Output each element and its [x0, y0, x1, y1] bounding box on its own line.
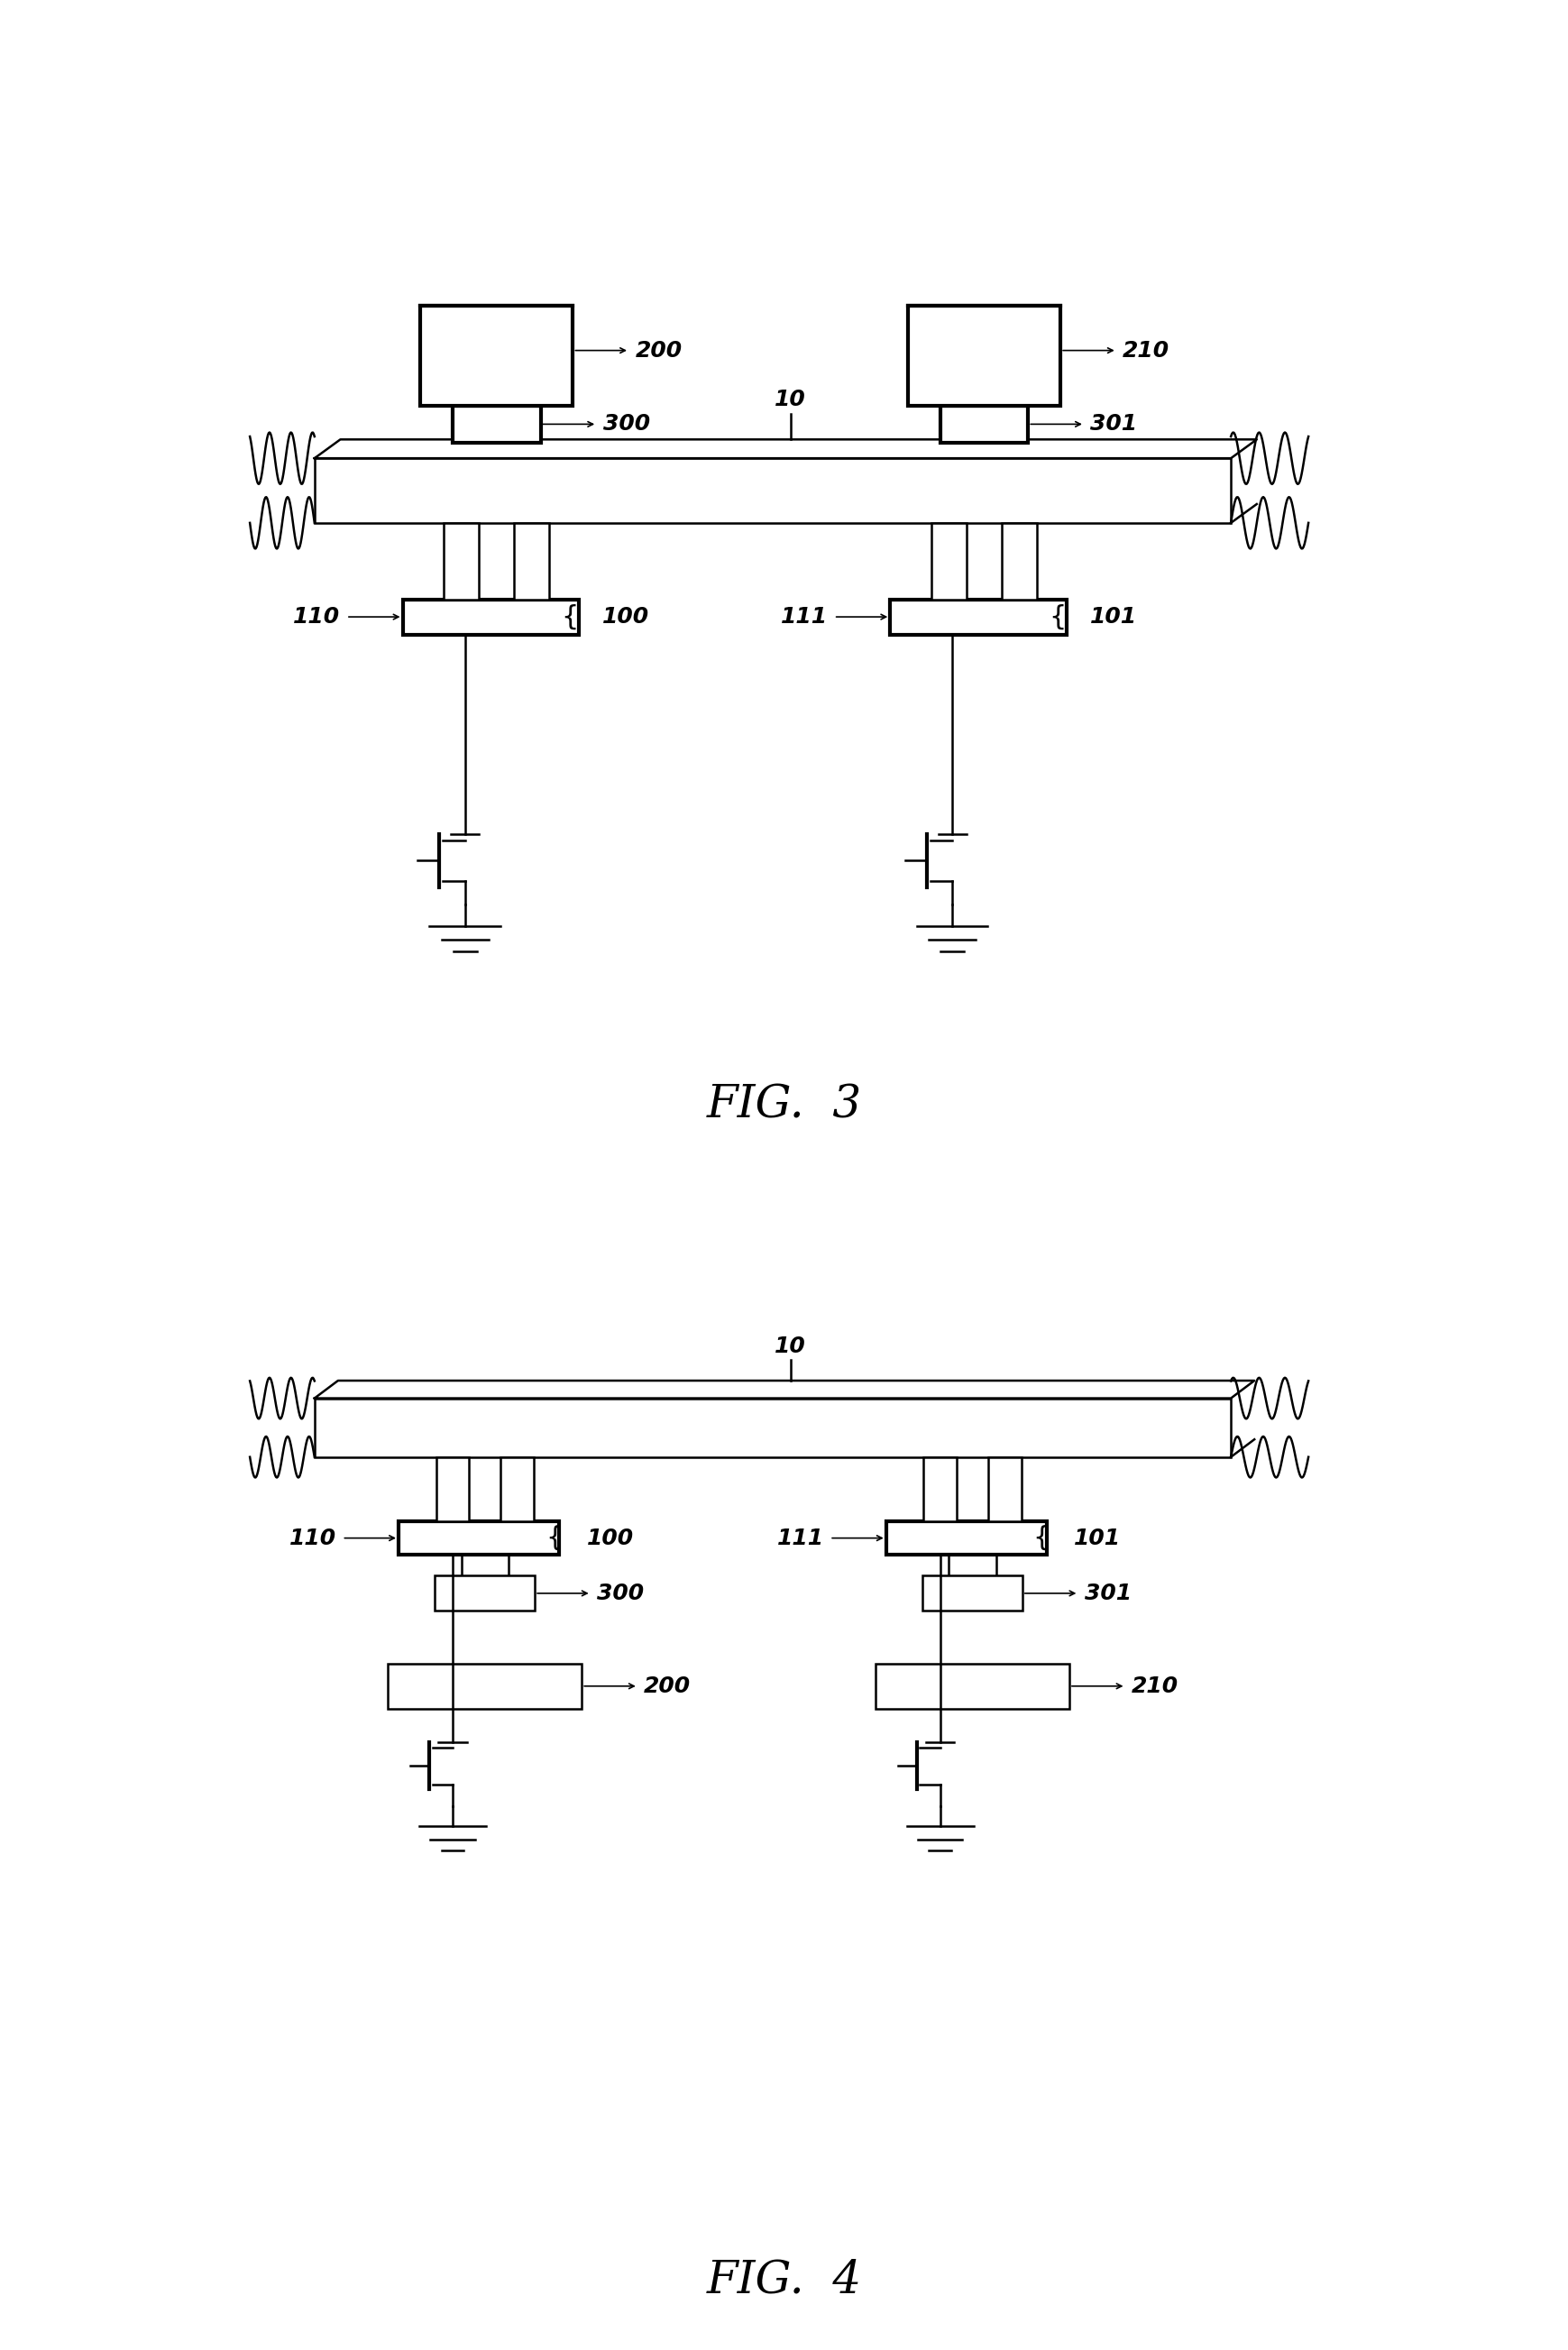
Bar [931, 524, 966, 599]
Text: 111: 111 [776, 1528, 823, 1549]
Bar [924, 1457, 956, 1523]
Bar [403, 599, 579, 634]
Bar [886, 1523, 1046, 1556]
Bar [387, 1664, 582, 1708]
Text: 200: 200 [635, 341, 682, 362]
Text: 101: 101 [1090, 606, 1137, 627]
Text: 100: 100 [602, 606, 649, 627]
Bar [434, 1577, 535, 1612]
Text: FIG.  3: FIG. 3 [707, 1083, 861, 1128]
Text: 300: 300 [597, 1582, 644, 1605]
Bar [500, 1457, 533, 1523]
Bar [1002, 524, 1036, 599]
Text: 101: 101 [1074, 1528, 1121, 1549]
Text: {: { [546, 1525, 563, 1551]
Polygon shape [314, 1379, 1254, 1398]
Polygon shape [314, 439, 1256, 458]
Bar [314, 1398, 1231, 1457]
Bar [398, 1523, 560, 1556]
Bar [922, 1577, 1022, 1612]
Bar [514, 524, 549, 599]
Bar [939, 404, 1027, 442]
Text: 210: 210 [1123, 341, 1170, 362]
Text: {: { [1047, 604, 1066, 630]
Bar [420, 306, 572, 404]
Text: 110: 110 [289, 1528, 336, 1549]
Bar [889, 599, 1066, 634]
Text: 111: 111 [781, 606, 828, 627]
Text: 301: 301 [1090, 414, 1137, 435]
Text: 100: 100 [586, 1528, 633, 1549]
Text: 10: 10 [775, 1335, 806, 1356]
Bar [908, 306, 1060, 404]
Text: 300: 300 [602, 414, 649, 435]
Bar [452, 404, 541, 442]
Text: 10: 10 [775, 388, 806, 409]
Text: 110: 110 [293, 606, 340, 627]
Bar [875, 1664, 1069, 1708]
Text: FIG.  4: FIG. 4 [707, 2258, 861, 2303]
Text: {: { [1032, 1525, 1051, 1551]
Bar [988, 1457, 1021, 1523]
Text: 301: 301 [1083, 1582, 1131, 1605]
Text: 210: 210 [1131, 1676, 1178, 1697]
Bar [444, 524, 478, 599]
Bar [436, 1457, 469, 1523]
Bar [314, 458, 1231, 524]
Text: {: { [561, 604, 579, 630]
Text: 200: 200 [644, 1676, 690, 1697]
